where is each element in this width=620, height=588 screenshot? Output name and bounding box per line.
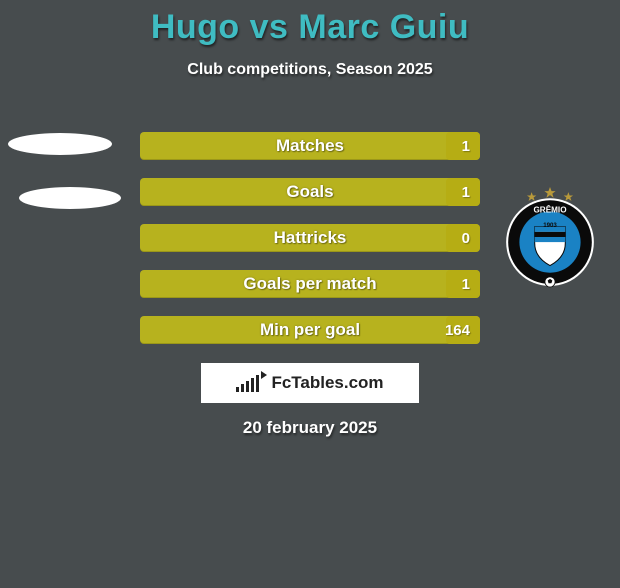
stat-label: Hattricks xyxy=(140,224,480,252)
stat-value: 1 xyxy=(462,178,470,206)
subtitle: Club competitions, Season 2025 xyxy=(0,61,620,79)
stat-row-min-per-goal: Min per goal 164 xyxy=(140,316,480,344)
left-placeholder-ellipse-1 xyxy=(8,133,112,155)
stat-value: 1 xyxy=(462,270,470,298)
stat-row-matches: Matches 1 xyxy=(140,132,480,160)
crest-name-text: GRÊMIO xyxy=(533,204,566,215)
stats-panel: Matches 1 Goals 1 Hattricks 0 Goals per … xyxy=(140,132,480,362)
stat-value: 1 xyxy=(462,132,470,160)
stat-value: 0 xyxy=(462,224,470,252)
stat-label: Goals per match xyxy=(140,270,480,298)
chart-bars-icon xyxy=(236,374,259,392)
stat-row-goals: Goals 1 xyxy=(140,178,480,206)
fctables-logo: FcTables.com xyxy=(201,363,419,403)
arrow-icon xyxy=(261,371,267,379)
stat-row-goals-per-match: Goals per match 1 xyxy=(140,270,480,298)
date-text: 20 february 2025 xyxy=(0,418,620,438)
left-placeholder-ellipse-2 xyxy=(19,187,121,209)
stat-label: Matches xyxy=(140,132,480,160)
crest-year-text: 1903 xyxy=(543,222,557,229)
stat-label: Goals xyxy=(140,178,480,206)
logo-text: FcTables.com xyxy=(271,373,383,393)
stat-row-hattricks: Hattricks 0 xyxy=(140,224,480,252)
club-crest: GRÊMIO 1903 xyxy=(499,186,601,288)
page-title: Hugo vs Marc Guiu xyxy=(0,8,620,47)
stat-value: 164 xyxy=(445,316,470,344)
stat-label: Min per goal xyxy=(140,316,480,344)
